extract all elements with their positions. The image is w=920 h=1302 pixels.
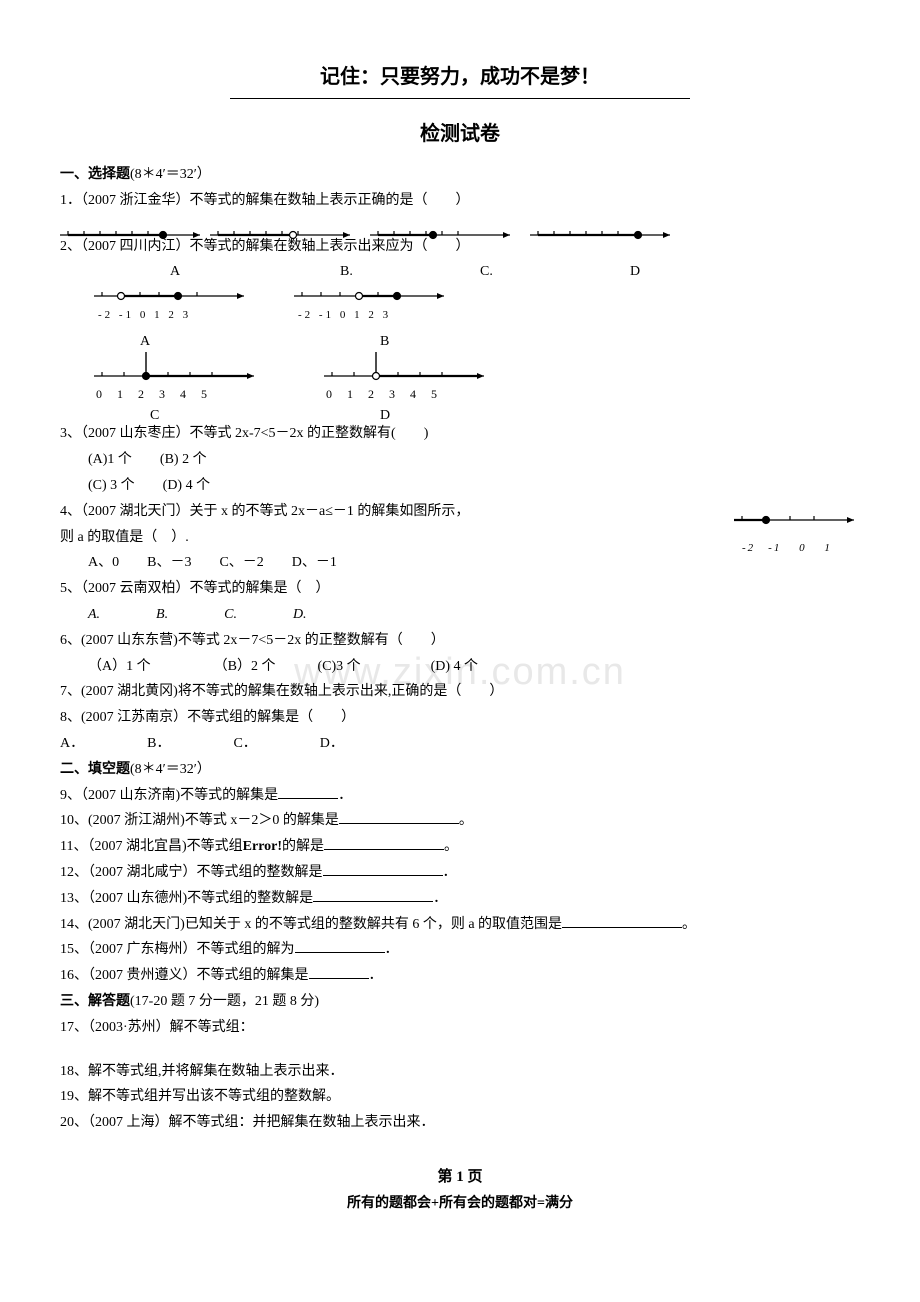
footer: 第 1 页 所有的题都会+所有会的题都对=满分 bbox=[60, 1165, 860, 1216]
sec1-title: 一、选择题 bbox=[60, 167, 130, 182]
q4-axis-labels: -2 -1 0 1 bbox=[742, 539, 860, 558]
q1-axes-svg bbox=[60, 217, 780, 245]
blank-9 bbox=[278, 784, 338, 799]
blank-11 bbox=[324, 835, 444, 850]
q2-label-d: D bbox=[630, 260, 640, 284]
section-2-head: 二、填空题(8＊4′＝32′） bbox=[60, 758, 860, 782]
blank-14 bbox=[562, 913, 682, 928]
q2-axis-c bbox=[90, 350, 260, 384]
q2-label-c: C. bbox=[480, 260, 493, 284]
q13: 13、（2007 山东德州)不等式组的整数解是． bbox=[60, 887, 860, 911]
blank-13 bbox=[313, 887, 433, 902]
sec3-title: 三、解答题 bbox=[60, 994, 130, 1009]
q2-row2: A B 0 1 2 3 4 5 0 1 2 3 4 5 C D bbox=[60, 330, 860, 420]
q2-nums-b: -2 -1 0 1 2 3 bbox=[298, 306, 450, 325]
q2-nums-d: 0 1 2 3 4 5 bbox=[326, 384, 490, 404]
q5: 5、（2007 云南双柏）不等式的解集是（ ） bbox=[60, 577, 860, 601]
q8-opts: A． B． C． D． bbox=[60, 732, 860, 756]
q1: 1．（2007 浙江金华）不等式的解集在数轴上表示正确的是（ ） bbox=[60, 189, 860, 213]
blank-15 bbox=[295, 938, 385, 953]
q4-diagram: -2 -1 0 1 bbox=[730, 506, 860, 557]
blank-16 bbox=[309, 964, 369, 979]
q18: 18、解不等式组,并将解集在数轴上表示出来． bbox=[60, 1060, 860, 1084]
q6: 6、(2007 山东东营)不等式 2x－7<5－2x 的正整数解有（ ） bbox=[60, 629, 860, 653]
q5-opts: A. B. C. D. bbox=[60, 603, 860, 627]
q2-axis-b bbox=[290, 276, 450, 306]
q9: 9、（2007 山东济南)不等式的解集是． bbox=[60, 784, 860, 808]
q2-row1: A B. C. D -2 -1 0 1 2 3 -2 -1 0 1 2 3 bbox=[60, 260, 860, 330]
q19: 19、解不等式组并写出该不等式组的整数解。 bbox=[60, 1085, 860, 1109]
header-title: 记住：只要努力，成功不是梦！ bbox=[230, 60, 690, 99]
q14: 14、(2007 湖北天门)已知关于 x 的不等式组的整数解共有 6 个，则 a… bbox=[60, 913, 860, 937]
q17: 17、（2003·苏州）解不等式组： bbox=[60, 1016, 860, 1040]
q1-numberlines bbox=[60, 217, 860, 253]
q2-label-d2: D bbox=[380, 404, 390, 428]
q11: 11、（2007 湖北宜昌)不等式组Error!的解是。 bbox=[60, 835, 860, 859]
sec3-points: (17-20 题 7 分一题，21 题 8 分) bbox=[130, 994, 319, 1009]
blank-12 bbox=[323, 861, 443, 876]
q2-label-c2: C bbox=[150, 404, 159, 428]
q3: 3、（2007 山东枣庄）不等式 2x-7<5－2x 的正整数解有( ) bbox=[60, 422, 860, 446]
q12: 12、（2007 湖北咸宁）不等式组的整数解是． bbox=[60, 861, 860, 885]
sec2-points: (8＊4′＝32′） bbox=[130, 762, 211, 777]
q6-opts: （A）1 个 （B）2 个 (C)3 个 (D) 4 个 bbox=[60, 655, 860, 679]
blank-10 bbox=[339, 809, 459, 824]
q2-axis-a bbox=[90, 276, 250, 306]
q16: 16、（2007 贵州遵义）不等式组的解集是． bbox=[60, 964, 860, 988]
footer-motto: 所有的题都会+所有会的题都对=满分 bbox=[60, 1192, 860, 1216]
q3-opts-cd: (C) 3 个 (D) 4 个 bbox=[60, 474, 860, 498]
q2-axis-d bbox=[320, 350, 490, 384]
q7: 7、(2007 湖北黄冈)将不等式的解集在数轴上表示出来,正确的是（ ） bbox=[60, 680, 860, 704]
q15: 15、（2007 广东梅州）不等式组的解为． bbox=[60, 938, 860, 962]
section-1-head: 一、选择题(8＊4′＝32′） bbox=[60, 163, 860, 187]
q3-opts-ab: (A)1 个 (B) 2 个 bbox=[60, 448, 860, 472]
q20: 20、（2007 上海）解不等式组：并把解集在数轴上表示出来． bbox=[60, 1111, 860, 1135]
page-number: 第 1 页 bbox=[60, 1165, 860, 1191]
q2-nums-c: 0 1 2 3 4 5 bbox=[96, 384, 260, 404]
q11-error: Error! bbox=[243, 839, 282, 854]
q8: 8、(2007 江苏南京）不等式组的解集是（ ） bbox=[60, 706, 860, 730]
sec1-points: (8＊4′＝32′） bbox=[130, 167, 211, 182]
q2-nums-a: -2 -1 0 1 2 3 bbox=[98, 306, 250, 325]
main-title: 检测试卷 bbox=[60, 117, 860, 151]
section-3-head: 三、解答题(17-20 题 7 分一题，21 题 8 分) bbox=[60, 990, 860, 1014]
sec2-title: 二、填空题 bbox=[60, 762, 130, 777]
q10: 10、(2007 浙江湖州)不等式 x－2＞0 的解集是。 bbox=[60, 809, 860, 833]
